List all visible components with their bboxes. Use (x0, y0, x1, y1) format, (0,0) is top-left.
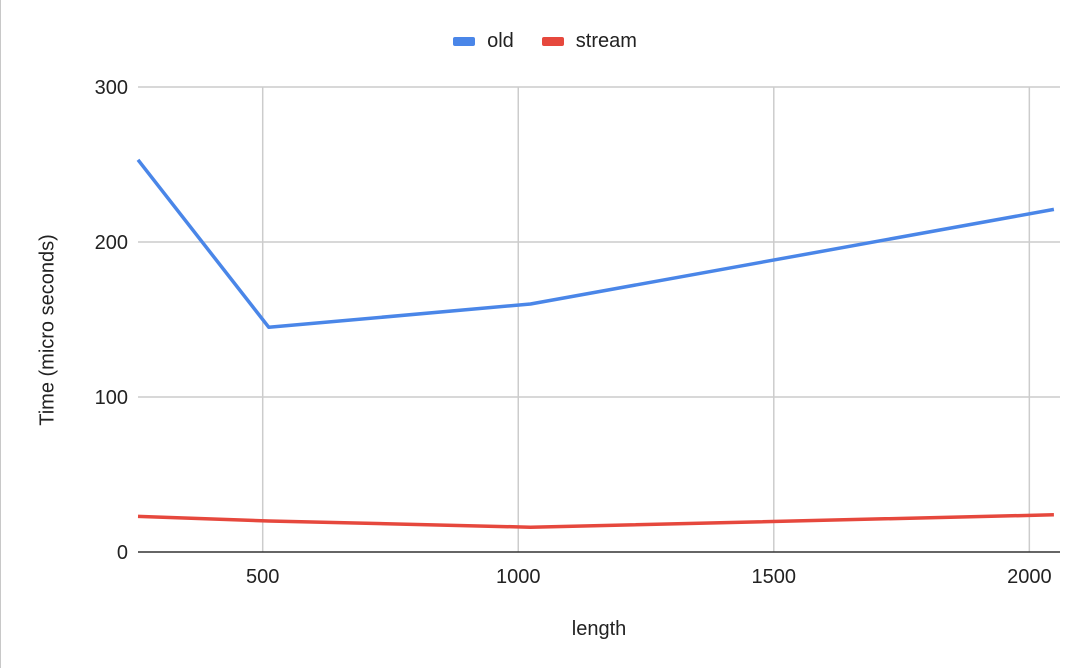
y-tick-label: 100 (95, 387, 128, 409)
legend-swatch-old (453, 37, 476, 46)
legend-label-stream: stream (575, 30, 637, 52)
legend-item-stream[interactable]: stream (541, 30, 637, 53)
legend-swatch-stream (541, 37, 564, 46)
y-tick-label: 200 (95, 232, 128, 254)
series-line-stream (137, 513, 1054, 529)
y-tick-label: 300 (95, 77, 128, 99)
legend-label-old: old (487, 30, 514, 52)
x-tick-label: 2000 (1007, 566, 1052, 588)
y-tick-label: 0 (117, 542, 128, 564)
series-line-old (136, 158, 1055, 330)
x-axis-title: length (571, 618, 627, 640)
x-tick-label: 500 (246, 566, 279, 588)
x-tick-label: 1000 (496, 566, 541, 588)
x-tick-label: 1500 (752, 566, 797, 588)
legend-item-old[interactable]: old (453, 30, 514, 53)
chart-legend: old stream (1, 30, 1088, 53)
